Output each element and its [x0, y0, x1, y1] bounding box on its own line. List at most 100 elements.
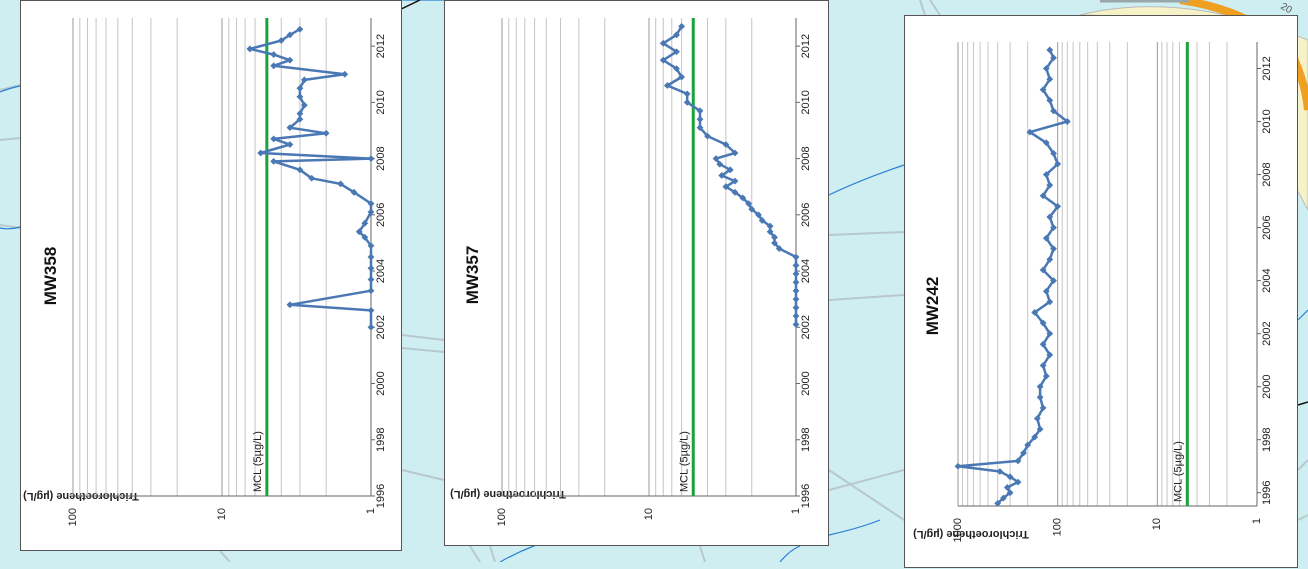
stream-line: [828, 164, 905, 196]
chart-title: MW358: [41, 247, 60, 306]
chart-mw242: MW242 Trichloroethene (µg/L) 1996 1998 200…: [913, 42, 1273, 542]
data-point: [683, 98, 691, 106]
data-point: [792, 253, 800, 261]
data-point: [678, 73, 686, 81]
data-point: [712, 155, 720, 162]
data-point: [286, 124, 294, 132]
data-point: [1050, 277, 1057, 285]
data-point: [1036, 383, 1044, 391]
data-point: [350, 188, 358, 196]
x-tick-label: 1998: [800, 428, 812, 452]
data-point: [296, 115, 304, 123]
parcel-line: [828, 469, 905, 491]
x-tick-label: 2006: [1261, 215, 1273, 239]
y-tick-label: 10: [216, 508, 228, 520]
y-tick-label: 100: [1052, 518, 1064, 536]
data-point: [355, 228, 363, 236]
y-tick-label: 1000: [952, 518, 964, 542]
data-point: [296, 166, 304, 174]
parcel-line: [469, 545, 481, 562]
data-point: [300, 101, 308, 109]
x-tick-label: 2004: [375, 259, 387, 283]
data-point: [1039, 266, 1047, 274]
data-point: [270, 158, 278, 165]
data-point: [731, 177, 739, 185]
data-point: [722, 183, 730, 191]
data-point: [718, 172, 726, 179]
chart-panel-mw358: MW358 Trichloroethene (µg/L) 1996 1998 200…: [20, 0, 402, 551]
data-point: [792, 295, 800, 303]
data-point: [766, 228, 774, 236]
parcel-line: [929, 0, 941, 16]
y-tick-label: 1: [1251, 518, 1263, 524]
chart-panel-mw242: MW242 Trichloroethene (µg/L) 1996 1998 200…: [904, 15, 1298, 568]
data-point: [792, 287, 800, 295]
data-point: [270, 51, 278, 58]
data-point: [1006, 473, 1014, 481]
parcel-line: [401, 469, 445, 481]
data-point: [367, 276, 375, 283]
data-point: [1042, 287, 1050, 295]
data-point: [308, 174, 316, 182]
parcel-line: [828, 294, 905, 301]
data-point: [296, 93, 304, 101]
chart-mw358: MW358 Trichloroethene (µg/L) 19961998200…: [23, 18, 387, 526]
x-tick-label: 2002: [1261, 321, 1273, 345]
x-tick-label: 2004: [800, 259, 812, 283]
x-tick-label: 2006: [375, 203, 387, 227]
data-point: [716, 160, 724, 168]
stream-line: [0, 85, 21, 93]
chart-title: MW242: [923, 277, 942, 336]
data-point: [755, 211, 762, 219]
y-tick-label: 1: [790, 508, 802, 514]
x-tick-label: 1996: [800, 484, 812, 508]
data-point: [367, 208, 375, 216]
data-point: [1003, 484, 1011, 491]
data-point: [367, 323, 375, 331]
data-point: [1036, 393, 1044, 401]
parcel-line: [401, 334, 445, 341]
data-point: [996, 468, 1004, 475]
data-point: [704, 132, 711, 140]
x-tick-label: 2000: [375, 371, 387, 395]
x-tick-label: 2010: [375, 90, 387, 114]
data-point: [322, 129, 330, 137]
x-tick-label: 2002: [375, 315, 387, 339]
x-tick-label: 2012: [800, 34, 812, 58]
data-point: [270, 62, 278, 70]
x-tick-label: 1996: [1261, 481, 1273, 505]
mcl-label: MCL (5µg/L): [678, 431, 690, 492]
parcel-line: [489, 545, 496, 562]
data-point: [1031, 433, 1039, 441]
data-point: [286, 56, 294, 64]
data-point: [1042, 234, 1050, 242]
parcel-line: [0, 84, 21, 91]
data-point: [731, 188, 739, 196]
parcel-line: [401, 347, 445, 353]
data-point: [659, 56, 667, 64]
data-point: [367, 200, 375, 207]
y-tick-label: 100: [496, 508, 508, 526]
data-point: [1042, 65, 1050, 72]
data-point: [367, 242, 375, 250]
data-point: [1046, 181, 1054, 189]
data-point: [367, 253, 375, 261]
data-point: [296, 84, 304, 92]
data-point: [775, 245, 783, 252]
map-road-label: 20: [1279, 1, 1295, 16]
series-line: [661, 25, 798, 325]
data-point: [1046, 46, 1054, 54]
data-point: [1039, 86, 1047, 94]
data-point: [771, 233, 778, 241]
data-point: [296, 110, 304, 117]
x-tick-label: 2012: [1261, 56, 1273, 80]
parcel-line: [1297, 459, 1308, 471]
data-point: [1046, 213, 1054, 221]
data-point: [696, 115, 704, 123]
x-tick-label: 2004: [1261, 268, 1273, 292]
x-tick-label: 2000: [800, 371, 812, 395]
parcel-line: [828, 469, 905, 521]
data-point: [1042, 171, 1050, 178]
leader-line: [1297, 401, 1308, 406]
data-point: [1000, 494, 1007, 502]
